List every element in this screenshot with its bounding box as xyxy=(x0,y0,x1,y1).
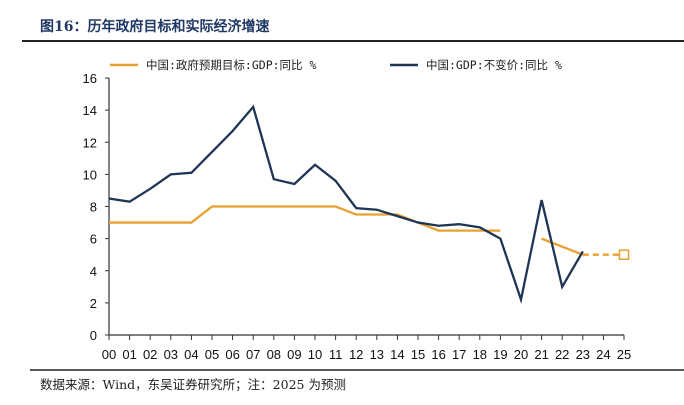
x-tick-label: 15 xyxy=(411,347,425,362)
x-tick-label: 17 xyxy=(452,347,466,362)
x-tick-label: 16 xyxy=(431,347,445,362)
x-tick-label: 25 xyxy=(617,347,631,362)
x-tick-label: 12 xyxy=(349,347,363,362)
legend-label: 中国:政府预期目标:GDP:同比 % xyxy=(146,58,316,72)
y-tick-label: 8 xyxy=(90,200,97,215)
series-line-0 xyxy=(541,237,584,256)
y-tick-label: 2 xyxy=(90,296,97,311)
x-tick-label: 23 xyxy=(576,347,590,362)
x-tick-label: 00 xyxy=(102,347,116,362)
x-tick-label: 24 xyxy=(596,347,610,362)
x-tick-label: 11 xyxy=(329,347,343,362)
forecast-marker xyxy=(618,249,630,260)
x-tick-label: 19 xyxy=(493,347,507,362)
y-tick-label: 0 xyxy=(90,328,97,343)
x-tick-label: 01 xyxy=(122,347,136,362)
x-tick-label: 04 xyxy=(184,347,198,362)
x-tick-label: 13 xyxy=(370,347,384,362)
x-tick-label: 20 xyxy=(514,347,528,362)
x-tick-label: 14 xyxy=(390,347,404,362)
x-tick-label: 18 xyxy=(473,347,487,362)
series-line-1 xyxy=(108,104,584,305)
x-tick-label: 08 xyxy=(267,347,281,362)
x-tick-label: 06 xyxy=(225,347,239,362)
series-group xyxy=(108,104,630,305)
x-tick-label: 22 xyxy=(555,347,569,362)
x-tick-label: 03 xyxy=(164,347,178,362)
y-tick-label: 16 xyxy=(83,71,97,86)
y-tick-label: 6 xyxy=(90,232,97,247)
legend: 中国:政府预期目标:GDP:同比 % 中国:GDP:不变价:同比 % xyxy=(110,58,562,72)
x-tick-label: 09 xyxy=(287,347,301,362)
y-tick-label: 10 xyxy=(83,167,97,182)
x-tick-label: 07 xyxy=(246,347,260,362)
x-tick-label: 10 xyxy=(308,347,322,362)
y-tick-label: 14 xyxy=(83,103,97,118)
chart-title: 图16：历年政府目标和实际经济增速 xyxy=(40,18,269,35)
x-tick-label: 21 xyxy=(534,347,548,362)
x-tick-label: 05 xyxy=(205,347,219,362)
y-tick-label: 4 xyxy=(90,264,97,279)
legend-label: 中国:GDP:不变价:同比 % xyxy=(426,58,562,72)
series-line-0 xyxy=(109,205,501,232)
source-note: 数据来源：Wind，东吴证券研究所；注：2025 为预测 xyxy=(40,377,346,392)
y-tick-label: 12 xyxy=(83,135,97,150)
x-tick-label: 02 xyxy=(143,347,157,362)
